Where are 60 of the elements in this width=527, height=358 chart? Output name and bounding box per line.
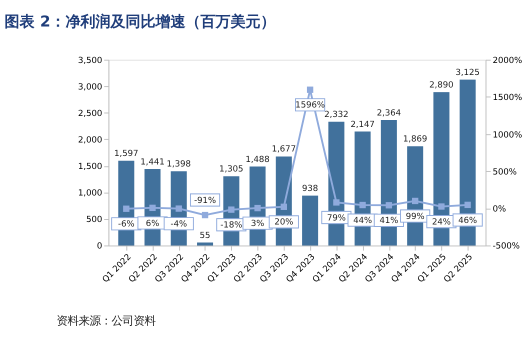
- data-label: 1,488: [245, 154, 270, 164]
- point: [228, 206, 234, 213]
- text: 资料来源：公司资料: [56, 314, 156, 328]
- y-tick-label: 3,500: [78, 55, 102, 66]
- data-label: 2,364: [376, 107, 402, 118]
- point: [202, 212, 208, 218]
- data-label: 1,441: [140, 156, 165, 166]
- bar: [302, 196, 318, 246]
- data-label: 3,125: [456, 66, 480, 77]
- data-label: 44%: [353, 214, 372, 225]
- point: [438, 203, 445, 210]
- y-tick-label: 0: [96, 240, 102, 251]
- data-label: -4%: [170, 218, 188, 229]
- y-tick-label: 2,000: [78, 134, 102, 145]
- data-label: -18%: [220, 220, 242, 230]
- data-label: 6%: [146, 218, 160, 228]
- data-label: 1,597: [114, 148, 138, 158]
- y2-tick-label: -500%: [492, 240, 520, 251]
- point: [386, 202, 392, 208]
- data-label: 2,147: [350, 118, 375, 129]
- data-label: 2,332: [324, 108, 348, 119]
- y-tick-label: 500: [86, 214, 102, 224]
- y2-tick-label: 500%: [492, 166, 517, 176]
- data-label: 24%: [432, 216, 451, 226]
- point: [306, 86, 314, 93]
- data-label: -6%: [118, 218, 135, 229]
- point: [176, 205, 182, 212]
- point: [280, 204, 287, 210]
- y2-tick-label: 0%: [492, 204, 506, 214]
- data-label: -91%: [194, 194, 216, 205]
- point: [149, 204, 156, 212]
- data-label: 41%: [379, 215, 398, 226]
- y2-tick-label: 1000%: [492, 129, 522, 140]
- y-tick-label: 1,500: [78, 161, 102, 172]
- data-label: 938: [302, 182, 318, 193]
- data-label: 99%: [406, 210, 425, 221]
- data-label: 2,890: [429, 79, 454, 90]
- data-label: 3%: [250, 218, 264, 228]
- point: [123, 206, 130, 212]
- y-tick-label: 1,000: [78, 188, 102, 198]
- y2-tick-label: 2000%: [492, 55, 522, 66]
- chart-title: 图表 2：净利润及同比增速（百万美元）: [4, 12, 276, 31]
- point: [464, 202, 471, 208]
- data-label: 1596%: [295, 100, 325, 110]
- point: [359, 202, 366, 208]
- data-label: 79%: [326, 212, 346, 222]
- data-label: 46%: [458, 214, 478, 225]
- point: [333, 199, 340, 206]
- y2-tick-label: 1500%: [492, 92, 522, 102]
- data-label: 1,677: [272, 144, 296, 154]
- bar: [197, 242, 214, 246]
- data-label: 55: [200, 230, 210, 240]
- point: [412, 198, 418, 204]
- data-label: 20%: [274, 216, 294, 227]
- data-label: 1,398: [166, 158, 191, 169]
- point: [254, 204, 261, 212]
- data-label: 1,869: [403, 134, 428, 144]
- y-tick-label: 2,500: [78, 108, 102, 118]
- y-tick-label: 3,000: [78, 82, 102, 92]
- data-label: 1,305: [219, 163, 244, 174]
